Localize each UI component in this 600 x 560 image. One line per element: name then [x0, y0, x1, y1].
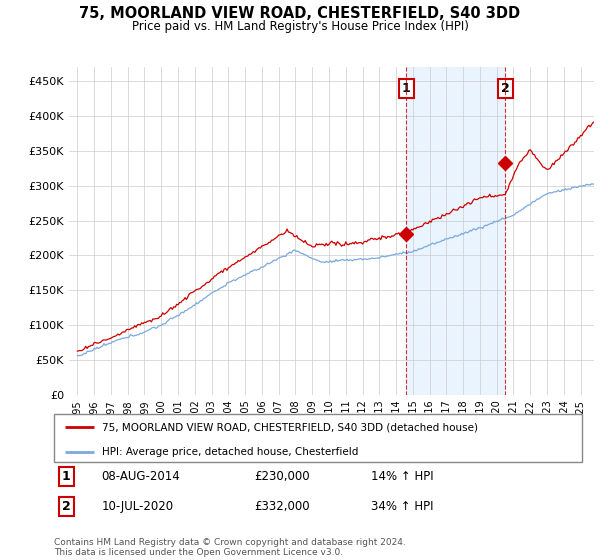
Text: 10-JUL-2020: 10-JUL-2020 — [101, 500, 173, 513]
Text: Contains HM Land Registry data © Crown copyright and database right 2024.
This d: Contains HM Land Registry data © Crown c… — [54, 538, 406, 557]
Text: 75, MOORLAND VIEW ROAD, CHESTERFIELD, S40 3DD: 75, MOORLAND VIEW ROAD, CHESTERFIELD, S4… — [79, 6, 521, 21]
Text: 2: 2 — [62, 500, 71, 513]
Text: £230,000: £230,000 — [254, 470, 310, 483]
Text: 1: 1 — [62, 470, 71, 483]
Text: 2: 2 — [501, 82, 509, 95]
Bar — [406, 67, 505, 395]
Text: 75, MOORLAND VIEW ROAD, CHESTERFIELD, S40 3DD (detached house): 75, MOORLAND VIEW ROAD, CHESTERFIELD, S4… — [101, 422, 478, 432]
Text: 08-AUG-2014: 08-AUG-2014 — [101, 470, 180, 483]
Text: Price paid vs. HM Land Registry's House Price Index (HPI): Price paid vs. HM Land Registry's House … — [131, 20, 469, 32]
Text: 1: 1 — [402, 82, 410, 95]
Text: 14% ↑ HPI: 14% ↑ HPI — [371, 470, 433, 483]
FancyBboxPatch shape — [54, 414, 582, 462]
Text: £332,000: £332,000 — [254, 500, 310, 513]
Text: 34% ↑ HPI: 34% ↑ HPI — [371, 500, 433, 513]
Text: HPI: Average price, detached house, Chesterfield: HPI: Average price, detached house, Ches… — [101, 446, 358, 456]
